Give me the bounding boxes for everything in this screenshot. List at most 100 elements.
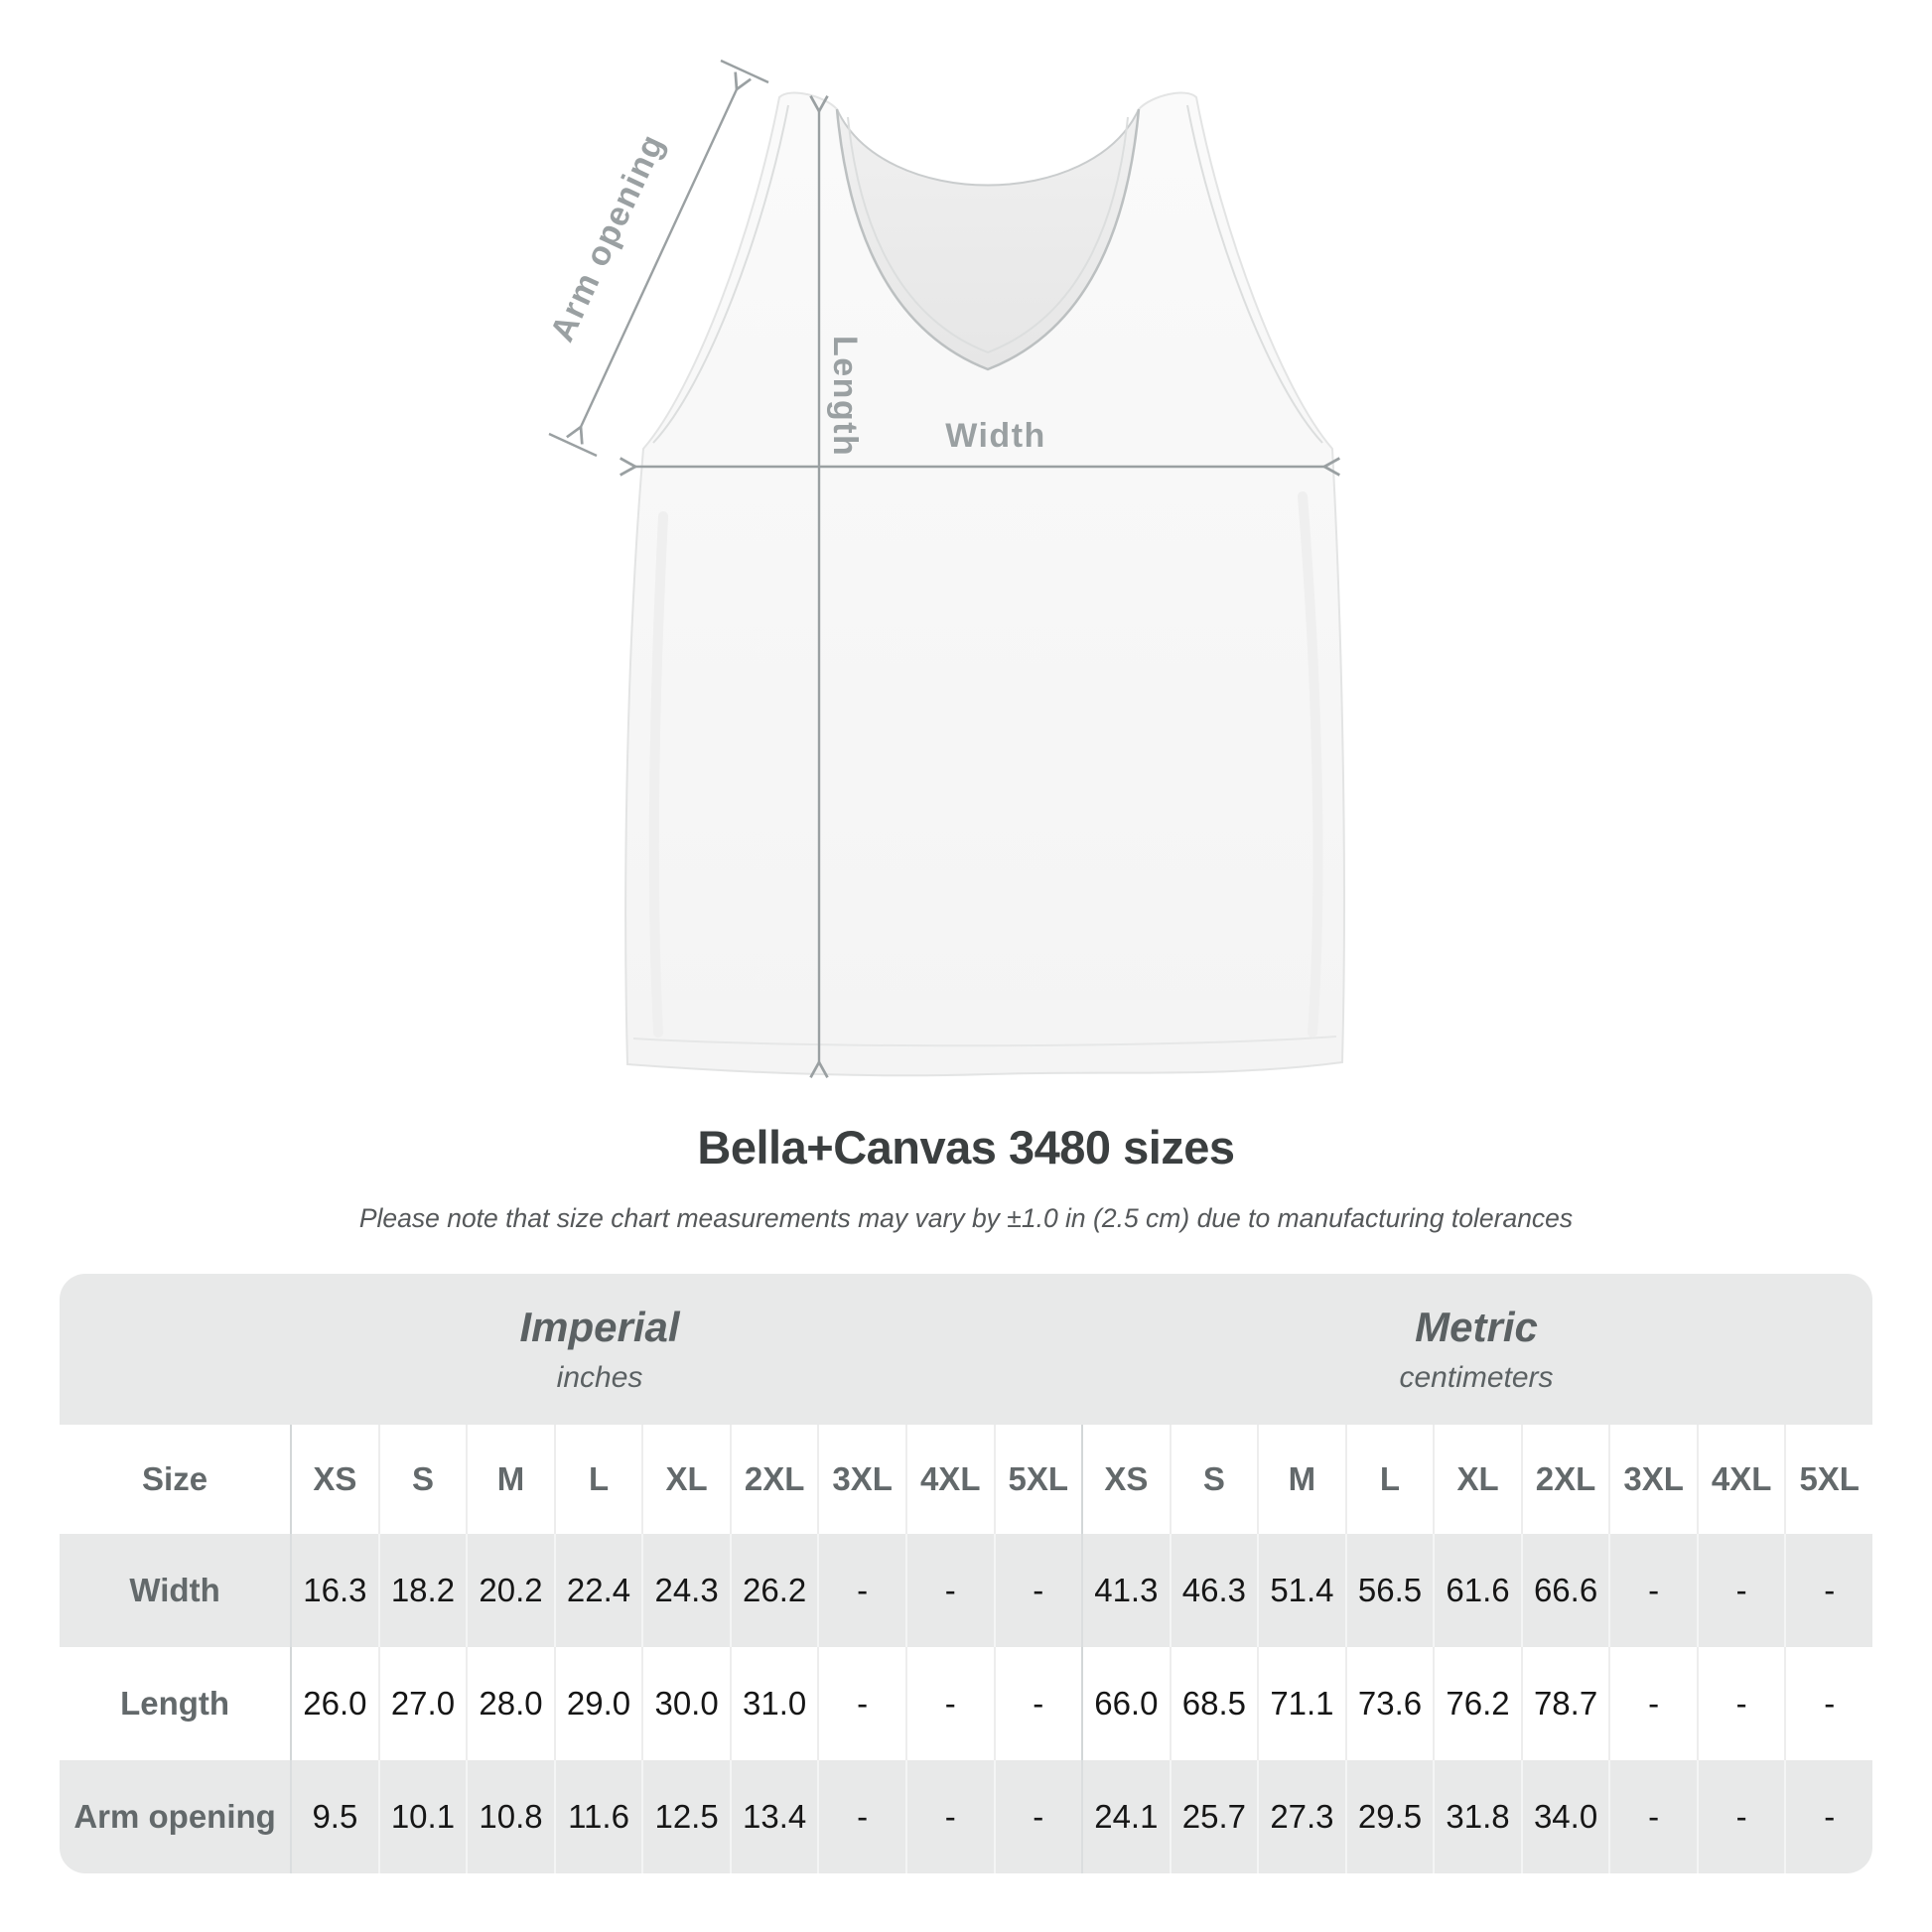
metric-size-header: XS bbox=[1081, 1425, 1170, 1534]
tank-top-diagram: Arm opening Length Width bbox=[543, 59, 1345, 1142]
metric-value-cell: - bbox=[1784, 1760, 1872, 1873]
size-column-header: Size bbox=[60, 1425, 291, 1534]
metric-size-header: 5XL bbox=[1784, 1425, 1872, 1534]
metric-value-cell: 25.7 bbox=[1169, 1760, 1258, 1873]
metric-size-header: M bbox=[1257, 1425, 1345, 1534]
metric-value-cell: 56.5 bbox=[1344, 1534, 1434, 1647]
metric-size-header: 3XL bbox=[1608, 1425, 1697, 1534]
tank-top-illustration bbox=[624, 91, 1345, 1077]
imperial-value-cell: 22.4 bbox=[553, 1534, 642, 1647]
imperial-value-cell: 30.0 bbox=[641, 1647, 730, 1760]
metric-value-cell: 27.3 bbox=[1257, 1760, 1345, 1873]
metric-value-cell: - bbox=[1784, 1534, 1872, 1647]
imperial-value-cell: 20.2 bbox=[466, 1534, 554, 1647]
metric-value-cell: 46.3 bbox=[1169, 1534, 1258, 1647]
metric-value-cell: - bbox=[1608, 1534, 1697, 1647]
imperial-value-cell: - bbox=[817, 1647, 905, 1760]
arm-opening-label: Arm opening bbox=[543, 128, 672, 347]
tolerance-note: Please note that size chart measurements… bbox=[358, 1203, 1574, 1233]
imperial-value-cell: - bbox=[817, 1534, 905, 1647]
left-side-fold bbox=[648, 511, 668, 1037]
right-side-fold bbox=[1298, 491, 1323, 1037]
imperial-value-cell: 29.0 bbox=[553, 1647, 642, 1760]
row-label: Width bbox=[60, 1534, 291, 1647]
imperial-size-header: S bbox=[377, 1425, 467, 1534]
imperial-value-cell: 10.1 bbox=[377, 1760, 467, 1873]
imperial-value-cell: - bbox=[904, 1647, 994, 1760]
metric-value-cell: 66.0 bbox=[1081, 1647, 1170, 1760]
imperial-size-header: L bbox=[553, 1425, 642, 1534]
arm-opening-end-tick-top bbox=[720, 59, 769, 84]
metric-unit-header: Metric centimeters bbox=[1080, 1274, 1872, 1425]
metric-size-header: L bbox=[1344, 1425, 1434, 1534]
imperial-value-cell: - bbox=[993, 1534, 1082, 1647]
metric-size-header: XL bbox=[1433, 1425, 1521, 1534]
unit-header-band: Imperial inches Metric centimeters bbox=[60, 1274, 1872, 1425]
metric-value-cell: 66.6 bbox=[1520, 1534, 1609, 1647]
imperial-value-cell: 13.4 bbox=[729, 1760, 818, 1873]
width-label: Width bbox=[945, 417, 1046, 455]
metric-value-cell: - bbox=[1608, 1647, 1697, 1760]
metric-value-cell: 41.3 bbox=[1081, 1534, 1170, 1647]
imperial-value-cell: 26.2 bbox=[729, 1534, 818, 1647]
length-label: Length bbox=[826, 336, 864, 457]
imperial-size-header: XS bbox=[290, 1425, 378, 1534]
imperial-value-cell: - bbox=[993, 1647, 1082, 1760]
metric-value-cell: - bbox=[1784, 1647, 1872, 1760]
imperial-value-cell: 12.5 bbox=[641, 1760, 730, 1873]
metric-label: Metric bbox=[1415, 1304, 1538, 1350]
metric-value-cell: 78.7 bbox=[1520, 1647, 1609, 1760]
page-title: Bella+Canvas 3480 sizes bbox=[697, 1121, 1235, 1173]
metric-unit: centimeters bbox=[1399, 1361, 1554, 1394]
arm-opening-arrow bbox=[581, 89, 737, 427]
metric-value-cell: 51.4 bbox=[1257, 1534, 1345, 1647]
metric-value-cell: 61.6 bbox=[1433, 1534, 1521, 1647]
imperial-value-cell: - bbox=[904, 1534, 994, 1647]
imperial-value-cell: 11.6 bbox=[553, 1760, 642, 1873]
imperial-value-cell: 28.0 bbox=[466, 1647, 554, 1760]
metric-value-cell: 31.8 bbox=[1433, 1760, 1521, 1873]
tank-inside-back-panel bbox=[837, 109, 1139, 369]
imperial-value-cell: 27.0 bbox=[377, 1647, 467, 1760]
hem-stitch bbox=[632, 1035, 1337, 1047]
measurement-annotations bbox=[548, 59, 1324, 1062]
imperial-unit-header: Imperial inches bbox=[60, 1274, 1080, 1425]
imperial-value-cell: 9.5 bbox=[290, 1760, 378, 1873]
metric-value-cell: 29.5 bbox=[1344, 1760, 1434, 1873]
imperial-value-cell: - bbox=[904, 1760, 994, 1873]
front-neck-trim-stitch bbox=[847, 116, 1129, 354]
imperial-value-cell: 16.3 bbox=[290, 1534, 378, 1647]
imperial-size-header: M bbox=[466, 1425, 554, 1534]
size-grid: Size XS S M L XL 2XL 3XL 4XL 5XL XS S M L XL 2XL 3XL 4XL 5… bbox=[60, 1425, 1872, 1873]
metric-size-header: 4XL bbox=[1696, 1425, 1785, 1534]
metric-value-cell: 73.6 bbox=[1344, 1647, 1434, 1760]
imperial-size-header: XL bbox=[641, 1425, 730, 1534]
imperial-label: Imperial bbox=[519, 1304, 680, 1350]
metric-value-cell: - bbox=[1696, 1760, 1785, 1873]
imperial-value-cell: 24.3 bbox=[641, 1534, 730, 1647]
imperial-value-cell: 18.2 bbox=[377, 1534, 467, 1647]
imperial-value-cell: 10.8 bbox=[466, 1760, 554, 1873]
imperial-value-cell: 31.0 bbox=[729, 1647, 818, 1760]
metric-value-cell: - bbox=[1696, 1534, 1785, 1647]
imperial-size-header: 3XL bbox=[817, 1425, 905, 1534]
metric-value-cell: 68.5 bbox=[1169, 1647, 1258, 1760]
metric-size-header: 2XL bbox=[1520, 1425, 1609, 1534]
metric-value-cell: 34.0 bbox=[1520, 1760, 1609, 1873]
metric-value-cell: 24.1 bbox=[1081, 1760, 1170, 1873]
arm-opening-end-tick-bottom bbox=[548, 432, 598, 458]
metric-value-cell: - bbox=[1696, 1647, 1785, 1760]
imperial-size-header: 5XL bbox=[993, 1425, 1082, 1534]
metric-size-header: S bbox=[1169, 1425, 1258, 1534]
imperial-size-header: 4XL bbox=[904, 1425, 994, 1534]
right-armhole-trim bbox=[1186, 104, 1323, 444]
imperial-size-header: 2XL bbox=[729, 1425, 818, 1534]
back-neck-seam bbox=[836, 108, 1140, 187]
metric-value-cell: 71.1 bbox=[1257, 1647, 1345, 1760]
size-table: Imperial inches Metric centimeters Size X… bbox=[60, 1274, 1872, 1873]
row-label: Length bbox=[60, 1647, 291, 1760]
metric-value-cell: - bbox=[1608, 1760, 1697, 1873]
imperial-unit: inches bbox=[556, 1361, 643, 1394]
metric-value-cell: 76.2 bbox=[1433, 1647, 1521, 1760]
